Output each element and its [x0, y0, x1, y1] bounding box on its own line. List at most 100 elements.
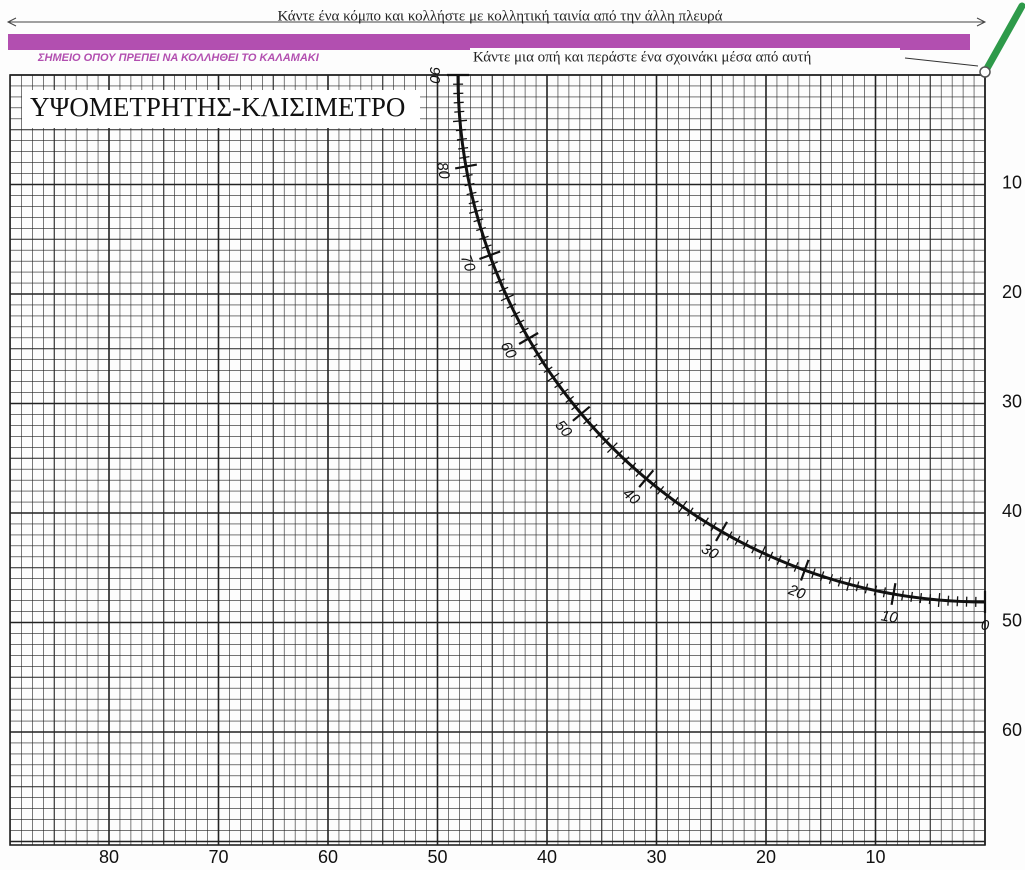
- arc-tick: [694, 512, 702, 522]
- arc-tick: [882, 587, 887, 598]
- hole-instruction: Κάντε μια οπή και περάστε ένα σχοινάκι μ…: [473, 49, 811, 65]
- arc-tick: [614, 450, 623, 459]
- arc-tick: [758, 546, 766, 560]
- arc-label: 10: [880, 607, 900, 627]
- arc-tick: [751, 543, 757, 554]
- arc-tick: [572, 405, 591, 422]
- arc-tick: [664, 491, 672, 501]
- bottom-label: 80: [99, 847, 119, 867]
- arc-tick: [538, 358, 548, 366]
- string: [981, 2, 1025, 76]
- arc-tick: [811, 568, 816, 579]
- arc-tick: [506, 303, 517, 309]
- grid-border: [9, 74, 986, 846]
- arc-tick: [864, 583, 869, 594]
- bottom-label: 60: [318, 847, 338, 867]
- title: ΥΨΟΜΕΤΡΗΤΗΣ-ΚΛΙΣΙΜΕΤΡΟ: [30, 92, 405, 122]
- arc-tick: [656, 485, 665, 495]
- grid: [9, 74, 986, 846]
- arc-label: 30: [698, 540, 722, 563]
- arc-tick: [473, 218, 484, 223]
- right-label: 30: [1002, 391, 1022, 411]
- arc-tick: [776, 555, 782, 565]
- arc-tick: [554, 381, 564, 389]
- arc-tick: [453, 101, 464, 104]
- hole-label-bg: [470, 48, 900, 68]
- arc-tick: [710, 522, 717, 532]
- arc-tick: [671, 496, 679, 506]
- arc-tick: [678, 500, 688, 513]
- arc-tick: [571, 403, 580, 411]
- arc-tick: [726, 531, 733, 541]
- arc-tick: [873, 585, 878, 596]
- arc-tick: [543, 366, 553, 374]
- arc-tick: [702, 517, 709, 527]
- arc-tick: [846, 577, 852, 591]
- arc-tick: [799, 559, 810, 581]
- arc-tick: [459, 156, 470, 159]
- arc-tick: [458, 147, 469, 150]
- arrow-head-left: [6, 17, 17, 27]
- top-instruction: Κάντε ένα κόμπο και κολλήστε με κολλητικ…: [277, 8, 722, 24]
- arc-tick: [462, 173, 473, 178]
- bottom-label: 10: [865, 847, 885, 867]
- arc-tick: [565, 395, 575, 404]
- arc-tick: [514, 319, 525, 326]
- hole-pointer: [904, 57, 979, 67]
- right-label: 20: [1002, 282, 1022, 302]
- arc-tick: [559, 388, 569, 396]
- arc-tick: [498, 286, 509, 292]
- arc-tick: [454, 163, 478, 170]
- arc-tick: [479, 250, 501, 261]
- arc-tick: [919, 593, 923, 604]
- arc-tick: [910, 591, 913, 602]
- arc-tick: [468, 200, 479, 205]
- arc-tick: [947, 595, 950, 606]
- arc-tick: [601, 437, 610, 446]
- title-box: [22, 90, 420, 128]
- arc-label: 80: [433, 161, 453, 181]
- arc-tick: [828, 574, 834, 584]
- arc-tick: [495, 278, 505, 284]
- arc-tick: [478, 235, 489, 241]
- right-label: 50: [1002, 610, 1022, 630]
- arc-label: 60: [497, 339, 520, 363]
- arc-tick: [491, 269, 502, 275]
- arc-tick: [635, 468, 644, 477]
- arc-tick: [734, 535, 741, 546]
- arrow-head-right: [976, 17, 987, 27]
- arc-tick: [956, 596, 959, 607]
- arc-tick: [481, 244, 492, 249]
- arc-tick: [628, 462, 637, 471]
- right-label: 40: [1002, 501, 1022, 521]
- arc-tick: [456, 137, 467, 141]
- arc-tick: [621, 456, 630, 465]
- arc-tick: [793, 562, 799, 572]
- arc-tick: [547, 372, 560, 382]
- bottom-label: 40: [537, 847, 557, 867]
- arc-tick: [715, 521, 728, 542]
- arc-tick: [500, 294, 514, 302]
- arc-tick: [837, 576, 842, 587]
- arc-tick: [742, 539, 749, 550]
- right-label: 10: [1002, 172, 1022, 192]
- arc-tick: [819, 571, 825, 582]
- arc-tick: [589, 423, 598, 432]
- arc-tick: [638, 469, 655, 488]
- arc-tick: [595, 430, 604, 439]
- bottom-label: 70: [208, 847, 228, 867]
- arc-tick: [464, 182, 475, 187]
- arc-tick: [649, 480, 657, 489]
- bottom-label: 30: [646, 847, 666, 867]
- arc-tick: [901, 590, 904, 601]
- arc-tick: [510, 311, 521, 318]
- arc-label: 70: [457, 253, 479, 275]
- arc-label: 90: [426, 67, 443, 84]
- bottom-label: 50: [427, 847, 447, 867]
- scale: 80 70 60 50 40 30 20 10102030405060908070605040…: [99, 67, 1022, 867]
- straw-band: [8, 34, 970, 50]
- arc-tick: [469, 208, 483, 214]
- arc-tick: [528, 343, 538, 350]
